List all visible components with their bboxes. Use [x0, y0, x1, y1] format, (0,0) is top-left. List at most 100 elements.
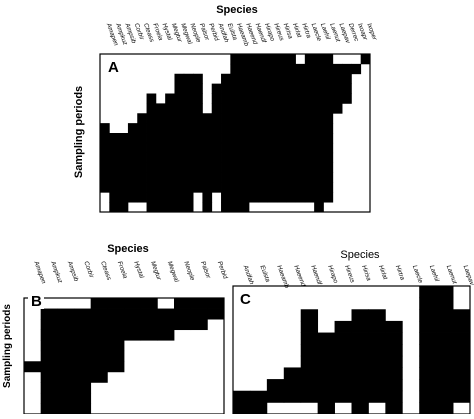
presence-cell: [202, 152, 213, 164]
presence-cell: [193, 73, 203, 85]
panel-letter-bg: [28, 292, 44, 309]
presence-cell: [276, 182, 287, 193]
presence-cell: [193, 123, 203, 134]
panel-title: Species: [107, 243, 149, 255]
presence-cell: [124, 298, 142, 309]
presence-cell: [317, 332, 335, 345]
presence-cell: [174, 103, 185, 114]
presence-cell: [109, 182, 120, 193]
presence-cell: [286, 192, 296, 203]
presence-cell: [40, 340, 58, 352]
presence-cell: [165, 172, 175, 183]
presence-cell: [419, 332, 437, 345]
presence-cell: [351, 320, 369, 333]
presence-cell: [239, 83, 250, 94]
panel-letter-bg: [105, 58, 121, 75]
presence-cell: [368, 320, 386, 333]
presence-cell: [230, 142, 241, 154]
presence-cell: [453, 332, 471, 345]
presence-cell: [436, 297, 454, 310]
presence-cell: [419, 344, 437, 357]
presence-cell: [314, 73, 324, 85]
presence-cell: [74, 308, 92, 320]
presence-cell: [107, 340, 125, 352]
presence-cell: [258, 83, 268, 94]
presence-cell: [137, 162, 147, 173]
presence-cell: [202, 142, 213, 154]
presence-cell: [193, 142, 203, 154]
presence-cell: [165, 162, 175, 173]
presence-cell: [304, 73, 315, 85]
presence-cell: [300, 309, 319, 322]
presence-cell: [436, 355, 454, 368]
presence-cell: [334, 390, 352, 403]
presence-cell: [109, 133, 120, 144]
presence-cell: [419, 309, 437, 322]
presence-cell: [165, 103, 175, 114]
presence-cell: [276, 162, 287, 173]
presence-cell: [419, 367, 437, 380]
presence-cell: [155, 162, 166, 173]
presence-cell: [127, 142, 138, 154]
presence-cell: [317, 344, 335, 357]
presence-cell: [100, 162, 110, 173]
presence-cell: [436, 332, 454, 345]
presence-cell: [183, 202, 194, 213]
presence-cell: [295, 83, 306, 94]
presence-cell: [360, 54, 371, 65]
presence-cell: [314, 54, 324, 65]
presence-cell: [74, 340, 92, 352]
presence-cell: [107, 350, 125, 362]
presence-cell: [295, 152, 306, 164]
species-label: Neople: [182, 260, 196, 282]
species-label: Hirtra: [394, 264, 406, 281]
presence-cell: [193, 103, 203, 114]
presence-cell: [211, 83, 222, 94]
presence-cell: [118, 192, 129, 203]
presence-cell: [146, 103, 157, 114]
presence-cell: [436, 320, 454, 333]
presence-cell: [453, 390, 471, 403]
presence-cell: [193, 83, 203, 94]
presence-cell: [295, 103, 306, 114]
presence-cell: [137, 182, 147, 193]
presence-cell: [332, 83, 343, 94]
presence-cell: [267, 123, 278, 134]
presence-cell: [230, 103, 241, 114]
presence-cell: [239, 54, 250, 65]
presence-cell: [323, 133, 334, 144]
presence-cell: [165, 142, 175, 154]
presence-cell: [314, 123, 324, 134]
presence-cell: [368, 309, 386, 322]
presence-cell: [323, 123, 334, 134]
presence-cell: [258, 172, 268, 183]
presence-cell: [295, 133, 306, 144]
presence-cell: [165, 152, 175, 164]
presence-cell: [174, 172, 185, 183]
presence-cell: [334, 344, 352, 357]
presence-cell: [323, 162, 334, 173]
presence-cell: [174, 152, 185, 164]
presence-cell: [351, 344, 369, 357]
presence-cell: [221, 113, 231, 124]
presence-cell: [90, 361, 108, 373]
presence-cell: [436, 309, 454, 322]
species-label: Eulsta: [259, 264, 272, 283]
presence-cell: [127, 162, 138, 173]
presence-cell: [248, 172, 259, 183]
presence-cell: [174, 162, 185, 173]
presence-cell: [74, 392, 92, 404]
presence-cell: [286, 162, 296, 173]
presence-cell: [436, 402, 454, 415]
presence-cell: [239, 133, 250, 144]
presence-cell: [385, 367, 403, 380]
presence-cell: [90, 329, 108, 341]
presence-cell: [300, 355, 319, 368]
presence-cell: [258, 182, 268, 193]
presence-cell: [248, 83, 259, 94]
presence-cell: [286, 113, 296, 124]
presence-cell: [314, 162, 324, 173]
presence-cell: [221, 133, 231, 144]
presence-cell: [221, 123, 231, 134]
